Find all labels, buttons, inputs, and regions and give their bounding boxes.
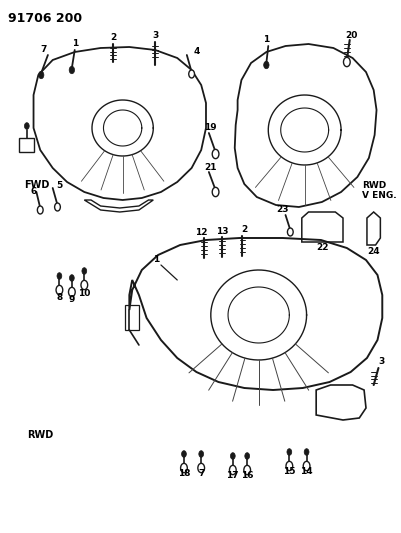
Text: 22: 22 (317, 244, 329, 253)
Text: 16: 16 (241, 471, 253, 480)
Circle shape (199, 451, 204, 457)
Circle shape (245, 453, 249, 459)
Text: 5: 5 (56, 181, 63, 190)
Text: V ENG.: V ENG. (362, 191, 397, 200)
Circle shape (288, 228, 293, 236)
Text: 18: 18 (178, 469, 190, 478)
Text: 1: 1 (153, 255, 159, 264)
Text: 7: 7 (198, 469, 205, 478)
Text: 7: 7 (40, 45, 46, 54)
Circle shape (55, 203, 61, 211)
Circle shape (264, 61, 269, 69)
Circle shape (198, 463, 205, 473)
Text: 19: 19 (205, 123, 217, 132)
Circle shape (69, 287, 75, 297)
Circle shape (229, 465, 236, 475)
Text: 24: 24 (367, 247, 380, 256)
Text: 6: 6 (30, 188, 36, 197)
Circle shape (303, 462, 310, 471)
Circle shape (344, 58, 350, 67)
Circle shape (69, 66, 75, 74)
Text: 3: 3 (152, 31, 158, 41)
Circle shape (189, 70, 194, 78)
Text: 3: 3 (378, 358, 385, 367)
Text: 20: 20 (345, 30, 358, 39)
Circle shape (38, 71, 44, 79)
Circle shape (287, 449, 292, 455)
Text: RWD: RWD (362, 181, 387, 190)
Text: 1: 1 (263, 36, 269, 44)
Text: 12: 12 (195, 228, 207, 237)
Circle shape (24, 123, 29, 130)
Text: 2: 2 (110, 34, 116, 43)
Circle shape (304, 449, 309, 455)
Text: 9: 9 (69, 295, 75, 304)
Text: 4: 4 (193, 47, 200, 56)
Circle shape (286, 462, 293, 471)
Circle shape (82, 268, 87, 274)
Circle shape (182, 451, 186, 457)
Text: 21: 21 (205, 163, 217, 172)
Text: 15: 15 (283, 466, 296, 475)
Circle shape (244, 465, 251, 475)
Circle shape (69, 274, 74, 281)
Circle shape (56, 285, 63, 295)
Text: RWD: RWD (27, 430, 53, 440)
Circle shape (180, 463, 187, 473)
Text: 10: 10 (78, 288, 91, 297)
Circle shape (81, 280, 88, 289)
Text: 14: 14 (300, 466, 313, 475)
Circle shape (231, 453, 235, 459)
Text: 2: 2 (241, 224, 247, 233)
Circle shape (37, 206, 43, 214)
Text: FWD: FWD (24, 180, 49, 190)
Circle shape (212, 187, 219, 197)
Text: 1: 1 (72, 39, 78, 49)
Circle shape (212, 149, 219, 159)
Text: 8: 8 (56, 294, 63, 303)
Text: 91706 200: 91706 200 (8, 12, 82, 25)
Text: 13: 13 (216, 227, 229, 236)
Circle shape (57, 273, 62, 279)
Text: 23: 23 (276, 206, 289, 214)
Text: 17: 17 (227, 471, 239, 480)
